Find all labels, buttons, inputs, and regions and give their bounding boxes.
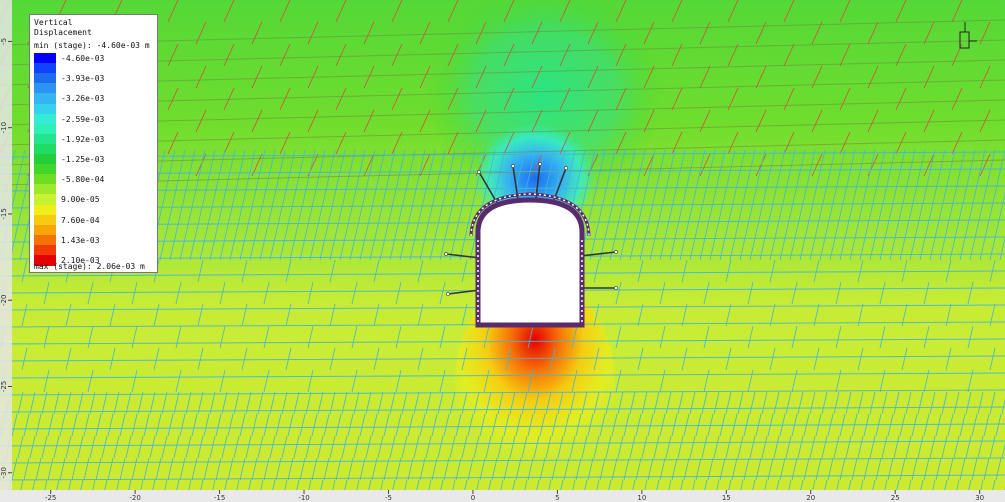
boundary-condition-icon (959, 22, 977, 49)
y-tick-label: -15 (0, 208, 8, 219)
legend-label: -3.26e-03 (61, 94, 105, 104)
x-tick-label: 15 (722, 494, 731, 502)
legend-swatch (34, 73, 56, 85)
legend-label: 7.60e-04 (61, 215, 100, 225)
y-tick-label: -30 (0, 467, 8, 478)
legend-swatch (34, 133, 56, 145)
x-tick-label: -20 (129, 494, 140, 502)
legend-swatch (34, 194, 56, 206)
bolt (478, 171, 501, 209)
bolt (535, 163, 541, 199)
legend-label: -1.25e-03 (61, 155, 105, 164)
legend-swatch (34, 123, 56, 135)
legend-swatch (34, 53, 56, 64)
x-tick-label: -25 (45, 494, 56, 502)
legend-swatch (34, 63, 56, 75)
legend-label: -5.80e-04 (61, 175, 105, 185)
legend-swatch (34, 224, 56, 236)
legend-swatch (34, 103, 56, 115)
legend: Vertical Displacement min (stage): -4.60… (29, 14, 158, 273)
bolt (445, 253, 481, 259)
axis-frame-left (0, 0, 12, 490)
legend-swatch (34, 204, 56, 216)
legend-swatch (34, 214, 56, 226)
x-tick-label: 25 (891, 494, 900, 502)
bolt-ends (444, 162, 618, 296)
legend-label: 2.10e-03 (61, 256, 100, 265)
bolt (553, 167, 567, 201)
y-tick-label: -5 (0, 38, 8, 45)
tunnel-excavation (475, 197, 585, 328)
y-tick-label: -10 (0, 122, 8, 133)
axis-frame-bottom (0, 490, 1005, 502)
x-tick-label: -15 (214, 494, 225, 502)
rock-bolts (445, 163, 617, 295)
legend-swatch (34, 244, 56, 256)
bolt (447, 289, 481, 295)
y-axis: -5 -10 -15 -20 -25 -30 (0, 38, 12, 478)
legend-swatch (34, 113, 56, 125)
legend-label: -4.60e-03 (61, 54, 105, 63)
legend-swatch (34, 164, 56, 176)
x-tick-label: -5 (385, 494, 392, 502)
legend-swatch (34, 255, 56, 266)
legend-swatch (34, 83, 56, 95)
bolt (579, 251, 617, 257)
legend-swatch (34, 154, 56, 165)
legend-swatch (34, 143, 56, 155)
legend-title: Vertical Displacement (34, 18, 92, 37)
legend-swatch (34, 234, 56, 246)
y-tick-label: -25 (0, 381, 8, 392)
contour-floor-zone (455, 280, 615, 480)
legend-swatch (34, 184, 56, 196)
legend-label: 9.00e-05 (61, 195, 100, 205)
legend-label: -3.93e-03 (61, 74, 105, 84)
x-tick-label: -10 (298, 494, 309, 502)
legend-swatch (34, 174, 56, 186)
x-tick-label: 0 (471, 494, 475, 502)
x-tick-label: 30 (975, 494, 984, 502)
x-tick-label: 20 (806, 494, 815, 502)
legend-label: -2.59e-03 (61, 114, 105, 124)
legend-swatch (34, 93, 56, 105)
y-tick-label: -20 (0, 294, 8, 305)
legend-max-label: max (stage): 2.06e-03 m (34, 262, 145, 271)
legend-label: -1.92e-03 (61, 134, 105, 144)
lining-dash (470, 193, 590, 237)
legend-label: 1.43e-03 (61, 235, 100, 245)
legend-min-label: min (stage): -4.60e-03 m (34, 41, 150, 50)
x-tick-label: 10 (637, 494, 646, 502)
x-axis: -25 -20 -15 -10 -5 0 5 10 15 20 25 30 (45, 490, 984, 502)
x-tick-label: 5 (555, 494, 559, 502)
